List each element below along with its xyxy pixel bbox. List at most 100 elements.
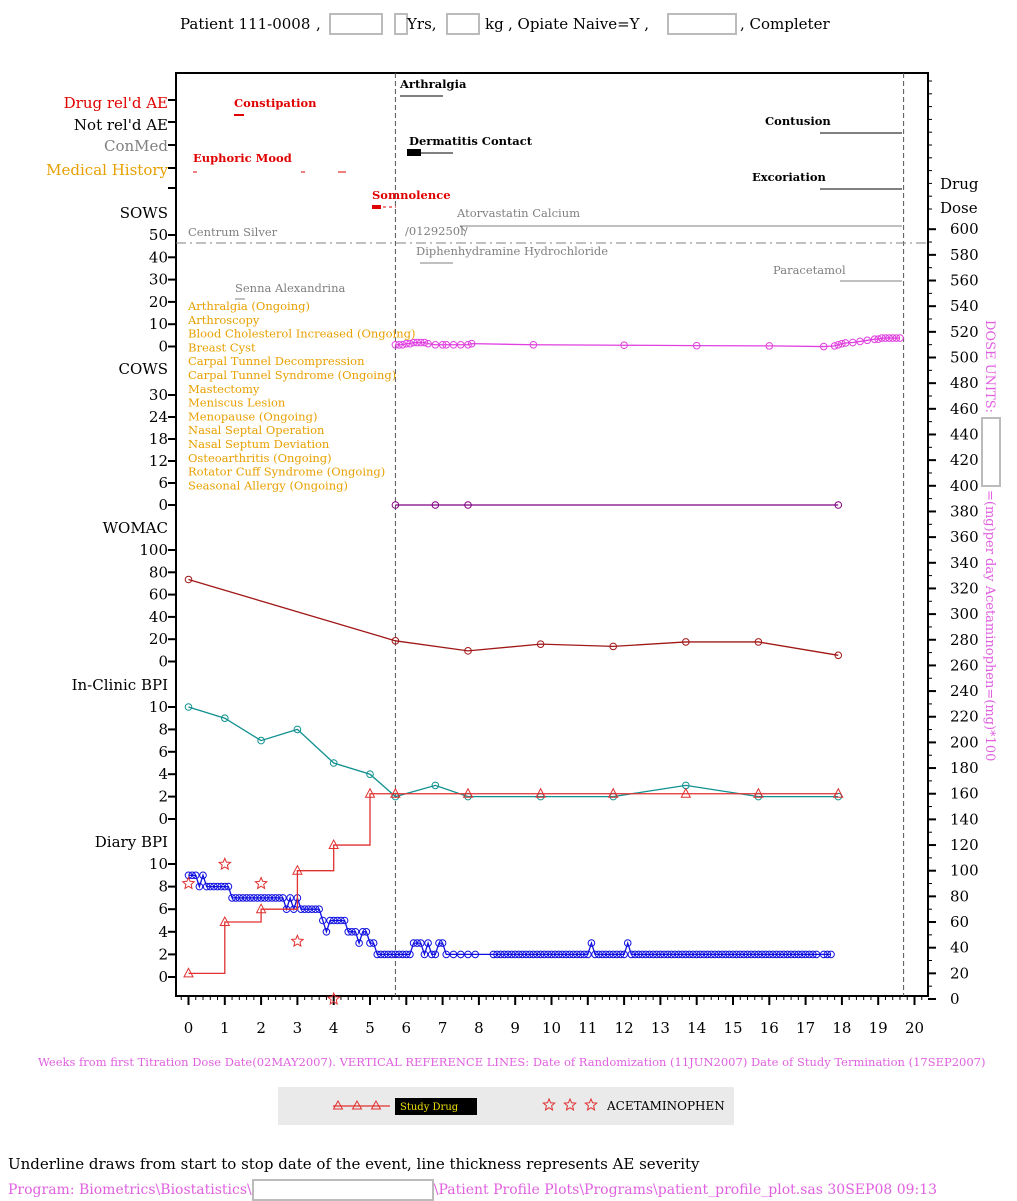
study-drug-point — [832, 787, 844, 798]
medical-history-item: Breast Cyst — [188, 340, 256, 354]
diary-bpi-point — [656, 950, 665, 959]
womac-point — [391, 637, 400, 645]
diary-bpi-point — [250, 894, 258, 902]
diary-bpi-point — [689, 950, 697, 959]
diary-bpi-point — [431, 950, 440, 959]
panel-tick-label: 20 — [149, 630, 168, 648]
diary-bpi-point — [377, 950, 385, 959]
footer-program-b: \Patient Profile Plots\Programs\patient_… — [433, 1182, 938, 1198]
bpi-point — [293, 725, 302, 734]
sows-point — [848, 338, 857, 347]
x-tick-label: 15 — [723, 1019, 742, 1037]
diary-bpi-point — [631, 950, 639, 959]
event-label: Somnolence — [372, 188, 451, 202]
diary-bpi-point — [417, 939, 425, 947]
diary-bpi-point — [355, 939, 363, 947]
right-tick-label: 240 — [950, 682, 979, 700]
acetaminophen-point — [217, 857, 232, 871]
diary-bpi-point — [721, 950, 730, 959]
diary-bpi-point — [652, 950, 661, 959]
dose-units-label: DOSE UNITS: — [982, 320, 997, 413]
diary-bpi-point — [398, 950, 407, 959]
medical-history-item: Nasal Septal Operation — [188, 423, 325, 437]
diary-bpi-point — [326, 916, 334, 925]
diary-bpi-point — [718, 950, 726, 959]
womac-line — [188, 578, 839, 656]
womac-point — [536, 640, 545, 648]
right-tick-label: 280 — [950, 631, 979, 649]
right-tick-label: 120 — [950, 836, 979, 854]
legend-study-drug-marker — [370, 1099, 382, 1110]
sows-point — [841, 339, 850, 347]
medical-history-item: Arthralgia (Ongoing) — [187, 299, 310, 313]
diary-bpi-point — [627, 950, 636, 959]
diary-bpi-point — [794, 950, 803, 959]
diary-bpi-point — [402, 950, 411, 959]
diary-bpi-point — [573, 950, 581, 959]
legend-study-drug-marker — [351, 1099, 363, 1110]
header-completer: , Completer — [740, 15, 830, 33]
panel-tick-label: 10 — [149, 698, 168, 716]
diary-bpi-point — [758, 950, 766, 959]
diary-bpi-point — [351, 928, 360, 936]
bpi-point — [257, 736, 265, 745]
womac-point — [682, 638, 690, 646]
diary-bpi-point — [366, 939, 374, 947]
diary-bpi-point — [304, 905, 313, 914]
panel-tick-label: 50 — [149, 226, 168, 244]
diary-bpi-point — [587, 939, 596, 947]
panel-tick-label: 24 — [149, 408, 168, 426]
sows-point — [406, 339, 414, 348]
footer-program-a: Program: Biometrics\Biostatistics\ — [8, 1182, 252, 1198]
right-tick-label: 60 — [950, 913, 969, 931]
diary-bpi-point — [674, 950, 683, 959]
label-medical-history: Medical History — [46, 161, 168, 179]
right-tick-label: 340 — [950, 554, 979, 572]
cows-point — [834, 501, 843, 509]
diary-bpi-point — [195, 882, 204, 891]
acetaminophen-point — [326, 991, 341, 1005]
diary-bpi-point — [511, 950, 520, 959]
sows-point — [395, 340, 403, 349]
diary-bpi-point — [275, 894, 284, 902]
panel-title-womac: WOMAC — [103, 519, 168, 537]
study-drug-line — [188, 793, 839, 974]
sows-point — [870, 335, 879, 343]
sows-point — [765, 342, 774, 350]
x-tick-label: 6 — [402, 1019, 412, 1037]
panel-tick-label: 6 — [158, 900, 168, 918]
diary-bpi-point — [456, 950, 465, 959]
diary-bpi-point — [268, 894, 276, 902]
diary-bpi-point — [660, 950, 668, 959]
diary-bpi-point — [772, 950, 781, 959]
bpi-point — [221, 714, 229, 723]
event-label: Senna Alexandrina — [235, 281, 345, 295]
panel-tick-label: 6 — [158, 474, 168, 492]
cows-point — [464, 501, 472, 509]
right-tick-label: 500 — [950, 349, 979, 367]
sows-point — [838, 339, 846, 348]
panel-tick-label: 30 — [149, 271, 168, 289]
diary-bpi-point — [242, 894, 251, 902]
header-svg: Patient 111-0008 , Yrs, kg , Opiate Naiv… — [180, 13, 830, 35]
header-yrs: Yrs, — [406, 15, 437, 33]
study-drug-point — [328, 838, 340, 850]
event-label: Dermatitis Contact — [409, 134, 533, 148]
redacted-box — [446, 13, 480, 35]
diary-bpi-point — [221, 882, 229, 891]
medical-history-item: Arthroscopy — [187, 313, 260, 327]
study-drug-point — [535, 787, 546, 798]
diary-bpi-point — [790, 950, 799, 959]
event-label: Atorvastatin Calcium — [456, 206, 580, 220]
sows-point — [424, 339, 432, 348]
panel-title-diary: Diary BPI — [95, 833, 168, 851]
diary-bpi-point — [362, 928, 371, 936]
diary-bpi-point — [700, 950, 708, 959]
diary-bpi-point — [551, 950, 559, 959]
diary-bpi-point — [696, 950, 705, 959]
diary-bpi-point — [616, 950, 625, 959]
x-tick-label: 12 — [615, 1019, 634, 1037]
diary-bpi-point — [544, 950, 552, 959]
panel-tick-label: 10 — [149, 315, 168, 333]
legend-study-drug-swatch — [395, 1098, 477, 1115]
